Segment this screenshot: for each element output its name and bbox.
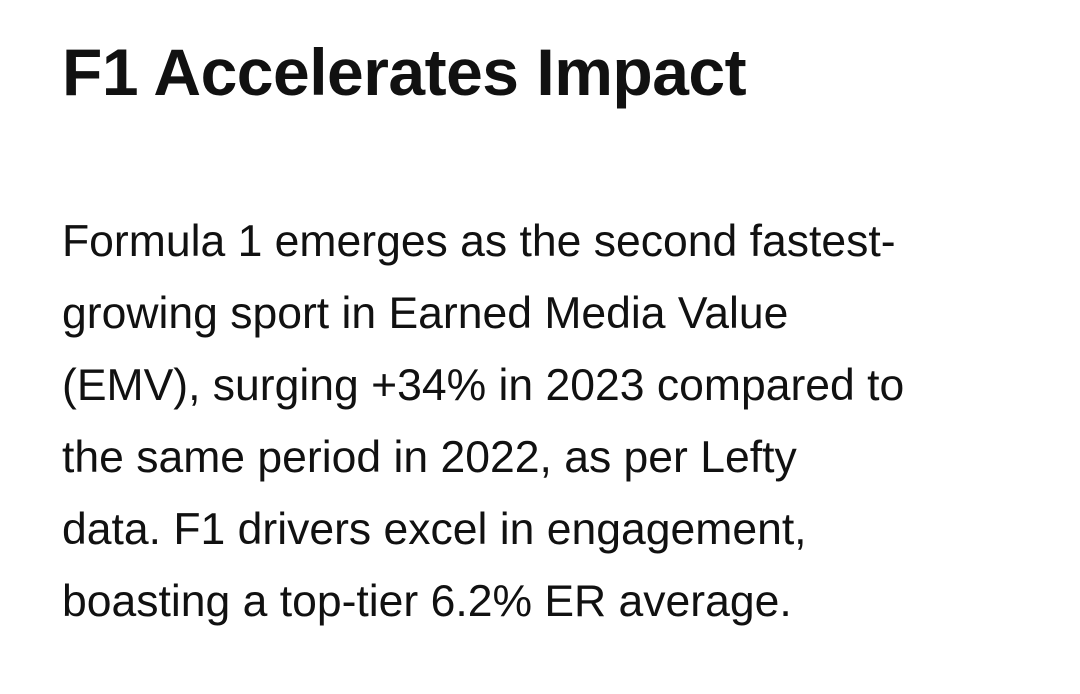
article-body-line: Formula 1 emerges as the second fastest- bbox=[62, 217, 896, 266]
article-body-line: (EMV), surging +34% in 2023 compared to bbox=[62, 361, 905, 410]
article-body-line: boasting a top-tier 6.2% ER average. bbox=[62, 577, 792, 626]
article-body: Formula 1 emerges as the second fastest-… bbox=[62, 206, 1052, 638]
article-body-line: data. F1 drivers excel in engagement, bbox=[62, 505, 807, 554]
article-body-line: growing sport in Earned Media Value bbox=[62, 289, 789, 338]
page-title: F1 Accelerates Impact bbox=[62, 35, 747, 109]
article-card: F1 Accelerates Impact Formula 1 emerges … bbox=[62, 28, 1042, 638]
article-body-line: the same period in 2022, as per Lefty bbox=[62, 433, 797, 482]
